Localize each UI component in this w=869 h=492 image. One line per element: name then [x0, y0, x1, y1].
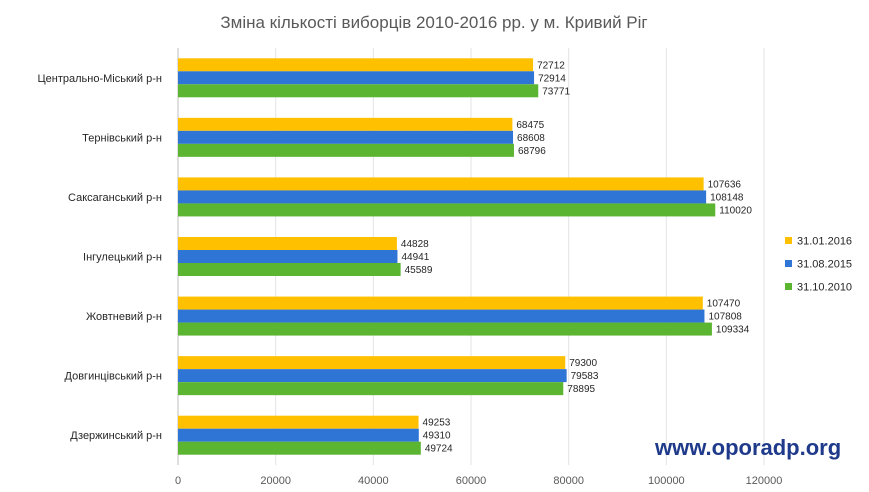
category-labels: Центрально-Міський р-н Тернівський р-н Сак…	[38, 73, 162, 442]
x-tick-label: 120000	[746, 475, 783, 487]
legend-label: 31.08.2015	[797, 259, 852, 271]
bar	[178, 369, 567, 383]
legend-label: 31.10.2010	[797, 282, 852, 294]
bar	[178, 203, 716, 217]
data-label: 109334	[716, 325, 750, 336]
bar	[178, 309, 705, 323]
x-tick-label: 20000	[260, 475, 291, 487]
x-tick-label: 100000	[648, 475, 685, 487]
category-label: Центрально-Міський р-н	[38, 73, 162, 85]
legend: 31.01.2016 31.08.2015 31.10.2010	[785, 236, 852, 294]
bar	[178, 415, 419, 429]
bar	[178, 356, 566, 370]
category-label: Інгулецький р-н	[83, 252, 162, 264]
data-label: 78895	[567, 384, 595, 395]
data-label: 73771	[542, 86, 570, 97]
bar	[178, 428, 419, 442]
x-tick-label: 60000	[456, 475, 487, 487]
bar	[178, 296, 703, 310]
x-tick-label: 40000	[358, 475, 389, 487]
bar	[178, 58, 534, 72]
category-label: Тернівський р-н	[82, 132, 162, 144]
data-label: 44828	[401, 239, 429, 250]
data-label: 72914	[538, 73, 566, 84]
bar	[178, 382, 564, 396]
legend-label: 31.01.2016	[797, 236, 852, 248]
bars: 72712 72914 73771 68475 68608 68796 107636 1081…	[178, 58, 752, 455]
bar	[178, 190, 707, 204]
legend-swatch	[785, 260, 792, 267]
category-label: Довгинцівський р-н	[65, 371, 162, 383]
data-label: 107808	[708, 312, 742, 323]
bar	[178, 263, 401, 276]
bar	[178, 322, 712, 336]
data-label: 44941	[401, 252, 429, 263]
bar	[178, 130, 514, 144]
data-label: 68608	[517, 133, 545, 144]
bar	[178, 250, 398, 263]
data-label: 79300	[569, 358, 597, 369]
data-label: 107636	[708, 179, 742, 190]
x-tick-label: 0	[175, 475, 181, 487]
bar	[178, 84, 539, 98]
bar	[178, 71, 535, 85]
data-label: 72712	[537, 60, 565, 71]
watermark-text: www.oporadp.org	[654, 435, 841, 460]
category-label: Саксаганський р-н	[68, 192, 162, 204]
category-label: Жовтневий р-н	[86, 311, 162, 323]
data-label: 79583	[571, 371, 599, 382]
data-label: 108148	[710, 192, 744, 203]
data-label: 68475	[516, 120, 544, 131]
bar	[178, 237, 397, 250]
bar	[178, 143, 514, 157]
legend-swatch	[785, 283, 792, 290]
chart-title: Зміна кількості виборців 2010-2016 рр. у…	[220, 13, 647, 32]
data-label: 110020	[719, 205, 752, 216]
category-label: Дзержинський р-н	[70, 430, 162, 442]
data-label: 45589	[405, 265, 433, 276]
bar	[178, 441, 421, 455]
x-tick-label: 80000	[553, 475, 584, 487]
bar	[178, 117, 513, 131]
data-label: 49253	[423, 418, 451, 429]
bar	[178, 177, 704, 191]
data-label: 107470	[707, 299, 741, 310]
legend-swatch	[785, 237, 792, 244]
data-label: 68796	[518, 146, 546, 157]
data-label: 49310	[423, 431, 451, 442]
x-tick-labels: 0 20000 40000 60000 80000 100000 120000	[175, 475, 782, 487]
data-label: 49724	[425, 444, 453, 455]
